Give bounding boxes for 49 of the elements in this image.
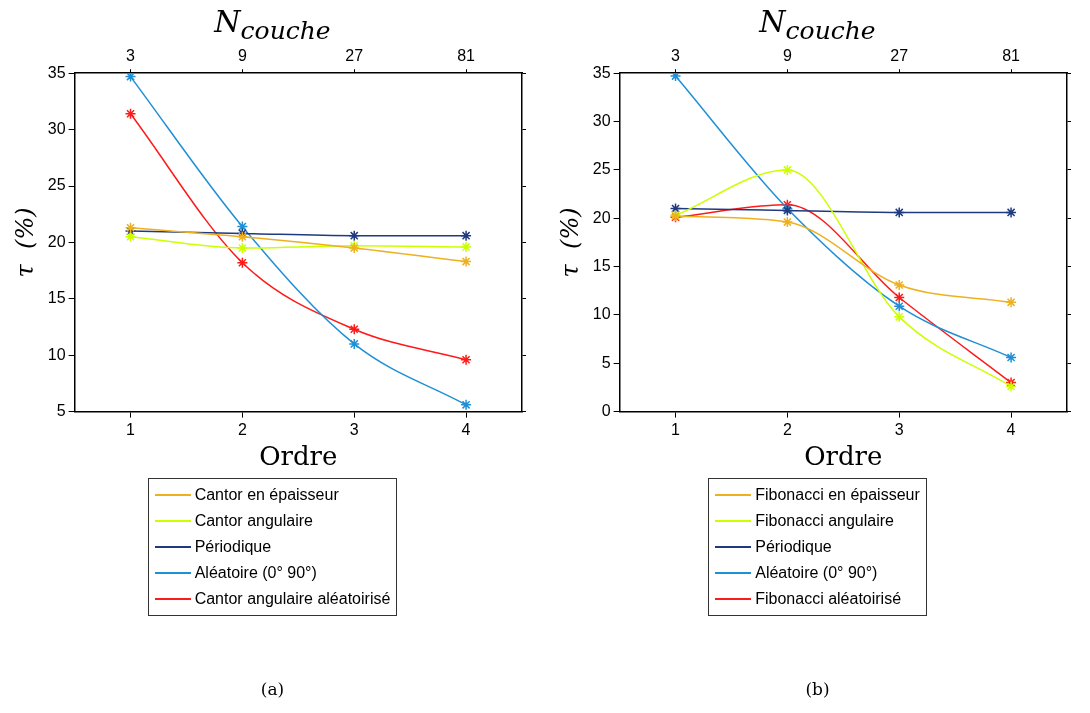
y-tick-label: 35 [47, 63, 66, 81]
legend-label: Cantor angulaire aléatoirisé [194, 590, 391, 608]
y-tick-label: 5 [56, 402, 66, 420]
y-tick-label: 35 [592, 63, 611, 81]
legend-label: Aléatoire (0° 90°) [194, 564, 317, 582]
x2-axis-title: N$_{couche}$ [214, 3, 331, 45]
legend-label: Cantor en épaisseur [194, 486, 339, 504]
x2-tick-label: 3 [670, 47, 680, 65]
x-tick-label: 4 [1006, 420, 1016, 438]
x-tick-label: 3 [349, 420, 359, 438]
y-tick-label: 10 [47, 345, 66, 363]
x2-tick-label: 81 [1001, 47, 1020, 65]
legend-label: Cantor angulaire [194, 512, 313, 530]
x2-tick-label: 9 [237, 47, 247, 65]
x-tick-label: 4 [461, 420, 471, 438]
y-axis-title: τ (%) [10, 207, 39, 278]
y-tick-label: 0 [601, 402, 611, 420]
legend-label: Fibonacci angulaire [755, 512, 894, 530]
x2-tick-label: 27 [889, 47, 908, 65]
y-tick-label: 15 [47, 289, 66, 307]
x-tick-label: 2 [782, 420, 792, 438]
legend-label: Fibonacci aléatoirisé [755, 590, 902, 608]
legend-label: Périodique [755, 538, 832, 556]
y-tick-label: 25 [592, 160, 611, 178]
y-tick-label: 30 [47, 120, 66, 138]
x2-tick-label: 3 [125, 47, 135, 65]
legend-label: Périodique [194, 538, 272, 556]
x2-tick-label: 9 [782, 47, 792, 65]
x-tick-label: 1 [125, 420, 135, 438]
x-tick-label: 2 [237, 420, 247, 438]
text: (a) [260, 679, 285, 701]
x-axis-title: Ordre [258, 441, 337, 472]
x-tick-label: 3 [894, 420, 904, 438]
x-tick-label: 1 [670, 420, 680, 438]
x2-axis-title: N$_{couche}$ [759, 3, 876, 45]
y-tick-label: 5 [601, 353, 611, 371]
y-tick-label: 20 [47, 232, 66, 250]
text: (b) [805, 679, 830, 701]
y-tick-label: 20 [592, 208, 611, 226]
x2-tick-label: 27 [344, 47, 363, 65]
y-axis-title: τ (%) [555, 207, 584, 278]
legend-label: Fibonacci en épaisseur [755, 486, 920, 504]
y-tick-label: 15 [592, 256, 611, 274]
y-tick-label: 30 [592, 111, 611, 129]
x-axis-title: Ordre [803, 441, 882, 472]
legend-label: Aléatoire (0° 90°) [755, 564, 878, 582]
x2-tick-label: 81 [456, 47, 475, 65]
y-tick-label: 10 [592, 305, 611, 323]
y-tick-label: 25 [47, 176, 66, 194]
